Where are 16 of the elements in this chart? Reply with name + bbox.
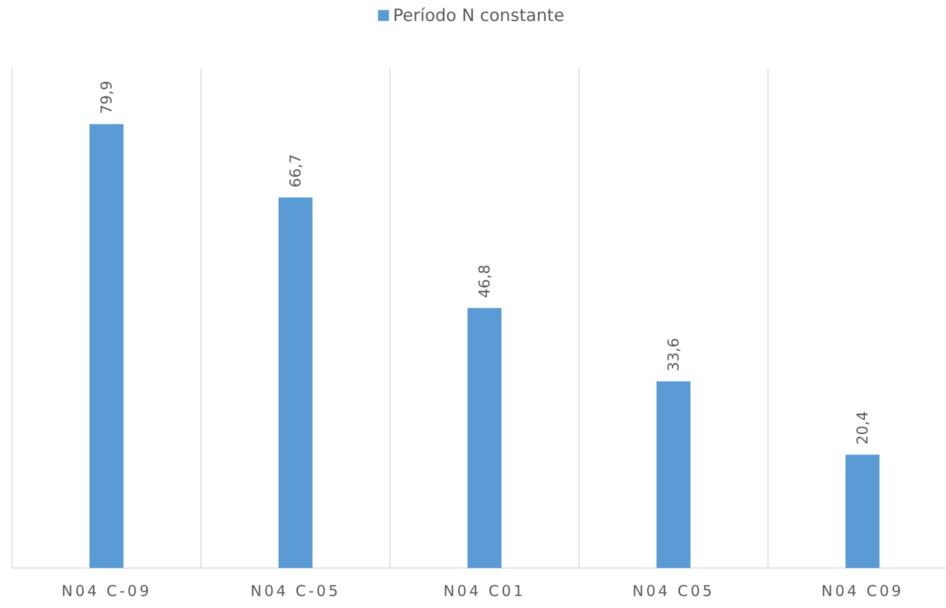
bar [278,197,312,568]
data-label: 46,8 [476,264,494,298]
bar [656,381,690,568]
legend-label: Período N constante [393,6,564,26]
x-tick-label: N04 C09 [821,582,904,600]
bar [846,454,880,568]
data-label: 79,9 [98,80,116,114]
data-label: 20,4 [854,411,872,445]
x-tick-label: N04 C-09 [61,582,152,600]
x-tick-label: N04 C-05 [250,582,341,600]
bar [90,124,124,568]
data-label: 66,7 [286,154,304,188]
bar [468,308,502,568]
x-tick-label: N04 C01 [443,582,526,600]
x-tick-label: N04 C05 [632,582,715,600]
data-label: 33,6 [664,338,682,372]
